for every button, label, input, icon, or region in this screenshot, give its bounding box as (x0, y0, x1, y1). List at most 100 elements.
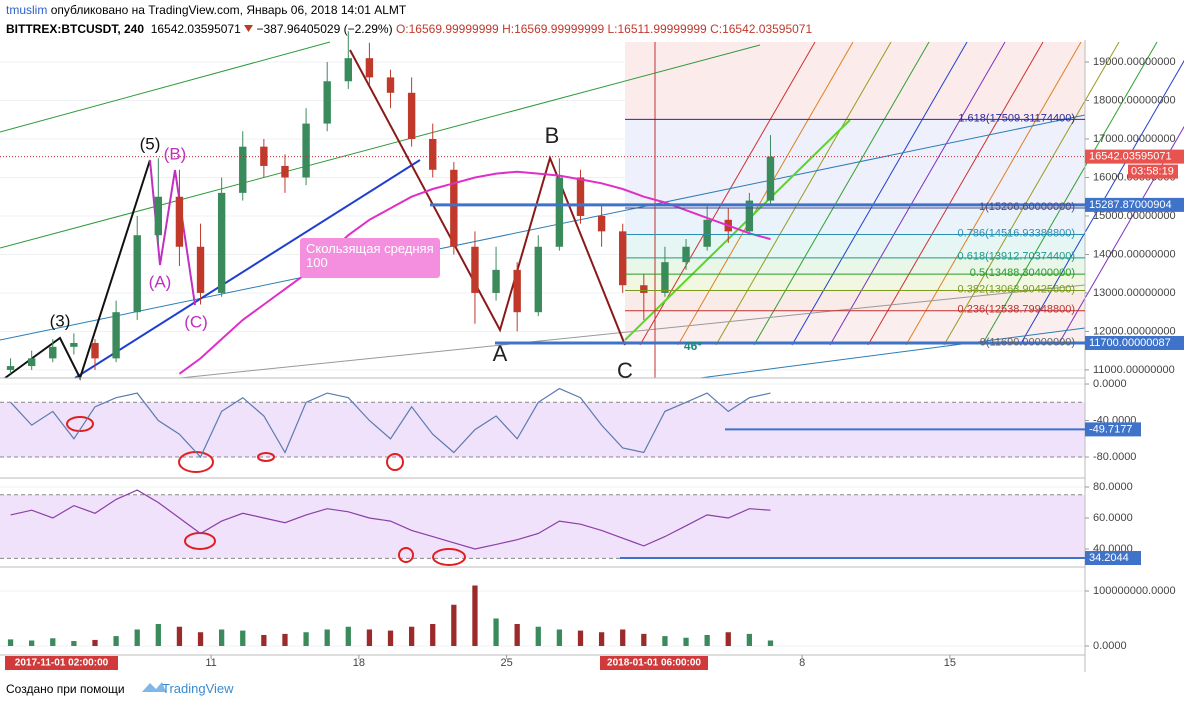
volume-bar (92, 639, 98, 646)
fan-line (943, 41, 1120, 346)
abc-line (349, 49, 626, 346)
volume-bar (556, 629, 563, 646)
fib-label: 0(11690.00000000) (980, 336, 1075, 348)
volume-bar (746, 633, 753, 646)
volume-bar (71, 641, 77, 646)
user[interactable]: tmuslim (6, 3, 48, 17)
highlight-circle (66, 416, 94, 432)
candle-body (217, 192, 226, 293)
down-arrow (244, 25, 254, 32)
candle-body (365, 58, 374, 78)
volume-bar (472, 585, 478, 646)
volume-bar (430, 623, 436, 646)
footer-brand[interactable]: TradingView (161, 681, 234, 696)
y-tick-label: 18000.00000000 (1093, 94, 1176, 106)
candle-body (703, 219, 711, 247)
high: H:16569.99999999 (502, 22, 605, 36)
footer-text: Создано при помощи (6, 682, 125, 696)
fib-zone (625, 274, 1085, 291)
volume-bar (683, 637, 689, 646)
symbol: BITTREX:BTCUSDT, 240 (6, 22, 145, 36)
volume-bar (451, 604, 457, 646)
candle-body (513, 269, 521, 313)
volume-bar (282, 633, 288, 646)
fib-label: 0.618(13912.70374400) (958, 251, 1075, 263)
trend-line (699, 327, 1086, 379)
countdown-bg (1128, 164, 1178, 179)
price-tag: 34.2044 (1089, 552, 1129, 564)
volume-bar (29, 640, 35, 646)
candle-body (407, 92, 416, 139)
x-tick-label: 15 (944, 657, 956, 669)
volume-bar (155, 623, 161, 646)
wave-label: C (617, 358, 633, 383)
band (0, 494, 1085, 559)
volume-bar (197, 632, 204, 646)
volume-bar (345, 626, 351, 646)
candle-body (323, 81, 331, 124)
volume-bar (514, 623, 520, 646)
candle-body (27, 358, 36, 367)
indicator-line (10, 489, 771, 550)
candle-body (91, 342, 99, 359)
logo-icon (142, 682, 166, 692)
candle-body (239, 146, 247, 193)
price-tag-bg (1085, 335, 1184, 350)
price-tag-bg (1085, 197, 1184, 212)
fib-label: 0.786(14516.93388800) (958, 227, 1075, 239)
text-layer: 11000.00000000 12000.00000000 13000.000000… (5, 56, 1184, 670)
wave-label: (3) (50, 311, 71, 330)
wave-label: (C) (184, 312, 208, 331)
fan-line (829, 41, 1006, 346)
highlight-circle (257, 452, 275, 462)
y-tick-label: 0.0000 (1093, 640, 1127, 652)
volume-bar (7, 639, 14, 646)
low: L:16511.99999999 (607, 22, 707, 36)
volume-bar (704, 634, 710, 646)
candle-body (112, 312, 120, 359)
fib-zone (625, 208, 1085, 235)
volume-bar (50, 638, 56, 646)
header-line-2: BITTREX:BTCUSDT, 240 16542.03595071 −387… (6, 22, 812, 36)
ma-annotation: Скользящая средняя 100 (300, 238, 440, 278)
volume-bar (113, 636, 119, 646)
candle-body (597, 215, 606, 232)
price-tag-bg (1085, 551, 1141, 566)
data-layer (0, 31, 1085, 646)
candle-body (386, 77, 395, 93)
y-tick-label: 60.0000 (1093, 512, 1133, 524)
cursor-label: 2017-11-01 02:00:00 (15, 658, 109, 669)
y-tick-label: 14000.00000000 (1093, 248, 1176, 260)
wave-label: A (493, 341, 508, 366)
wave-label: (A) (149, 272, 172, 291)
price-tag-bg (1085, 422, 1141, 437)
published: опубликовано на TradingView.com, Январь … (50, 3, 407, 17)
candle-body (471, 246, 479, 293)
candle-body (154, 196, 163, 236)
y-tick-label: -80.0000 (1093, 451, 1136, 463)
wave-label: B (545, 123, 560, 148)
y-tick-label: 15000.00000000 (1093, 210, 1176, 222)
fan-line (753, 41, 930, 346)
price-tag: 16542.03595071 (1089, 151, 1172, 163)
candle-body (133, 235, 141, 313)
candle-body (576, 177, 585, 216)
channel-line (0, 44, 761, 249)
highlight-circle (432, 548, 466, 566)
fan-line (639, 41, 816, 346)
volume-bar (662, 636, 668, 646)
candle-body (6, 366, 15, 370)
candle-body (745, 200, 754, 232)
open: O:16569.99999999 (395, 22, 499, 36)
countdown: 03:58:19 (1131, 166, 1174, 178)
close: C:16542.03595071 (710, 22, 813, 36)
footer-logo[interactable] (142, 682, 166, 692)
candle-body (555, 177, 564, 247)
drawings (0, 40, 1086, 672)
volume-bar (577, 630, 584, 646)
y-tick-label: 11000.00000000 (1093, 364, 1175, 376)
fan-line (1019, 60, 1184, 346)
candle-body (682, 246, 690, 263)
candle-body (534, 246, 542, 313)
y-tick-label: 13000.00000000 (1093, 287, 1176, 299)
